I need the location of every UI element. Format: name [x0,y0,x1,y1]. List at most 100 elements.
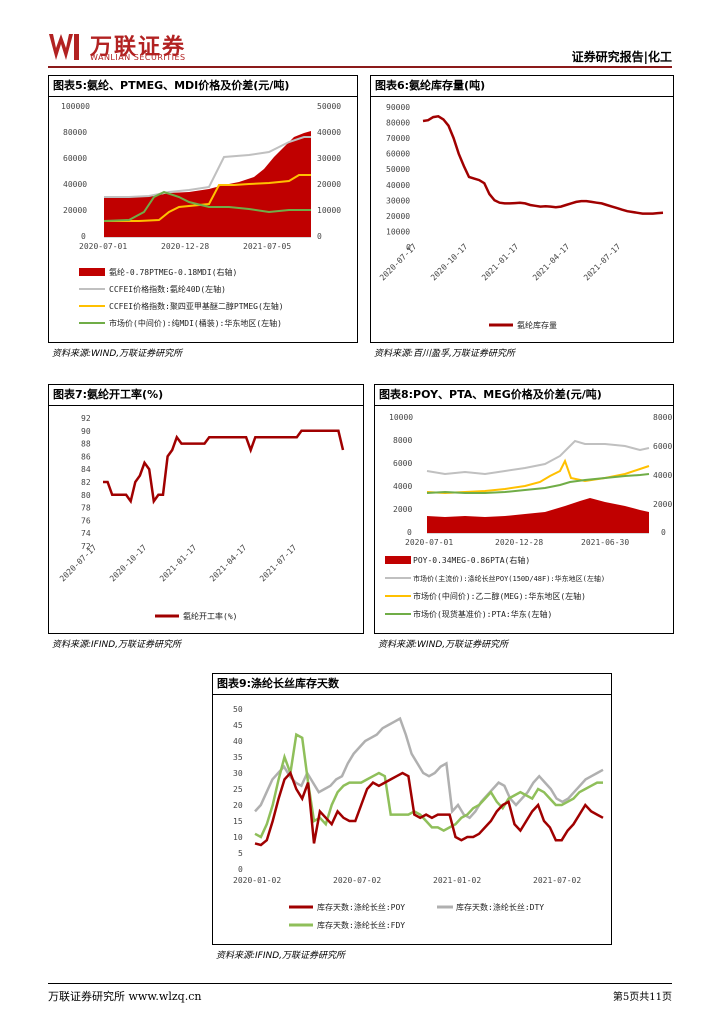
fig7-ytick: 80 [81,491,91,500]
brand-name-cn: 万联证券 [90,35,187,60]
fig6-inventory-line [422,114,664,215]
fig6-ytick: 80000 [386,119,410,128]
fig5-ytick: 40000 [63,180,87,189]
fig6-legend-label: 氨纶库存量 [517,320,557,330]
fig9-ytick: 40 [233,737,243,746]
footer-publisher: 万联证券研究所 www.wlzq.cn [48,990,202,1003]
fig8-ytick: 2000 [393,505,412,514]
figure-6-title: 图表6:氨纶库存量(吨) [371,76,673,97]
figure-6-panel: 图表6:氨纶库存量(吨) 90000 80000 70000 60000 50000 40… [370,75,674,343]
fig5-y2tick: 0 [317,232,322,241]
fig6-ytick: 90000 [386,103,410,112]
fig8-ytick: 4000 [393,482,412,491]
figure-5-panel: 图表5:氨纶、PTMEG、MDI价格及价差(元/吨) 100000 80000 … [48,75,358,343]
header-divider [48,66,672,68]
fig9-ytick: 20 [233,801,243,810]
fig5-xtick: 2021-07-05 [243,242,291,251]
brand-name-en: WANLIAN SECURITIES [90,53,186,62]
fig6-xtick: 2021-04-17 [531,242,572,283]
fig9-xtick: 2021-01-02 [433,876,481,885]
fig5-ytick: 60000 [63,154,87,163]
fig7-ytick: 88 [81,440,91,449]
fig7-ytick: 72 [81,542,91,551]
figure-8-title: 图表8:POY、PTA、MEG价格及价差(元/吨) [375,385,673,406]
fig7-ytick: 78 [81,504,91,513]
fig7-xtick: 2021-07-17 [258,543,299,584]
figure-5-chart: 100000 80000 60000 40000 20000 0 50000 4… [61,102,341,328]
fig9-legend: 库存天数:涤纶长丝:POY 库存天数:涤纶长丝:DTY 库存天数:涤纶长丝:FD… [289,902,544,930]
fig8-ytick: 0 [407,528,412,537]
fig5-legend-label: 氨纶-0.78PTMEG-0.18MDI(右轴) [109,267,237,277]
fig6-xtick: 2021-01-17 [480,242,521,283]
fig8-ytick: 6000 [393,459,412,468]
footer-divider [48,983,672,984]
fig8-ytick: 8000 [393,436,412,445]
fig7-utilization-line [103,429,345,505]
figure-9-source: 资料来源:IFIND,万联证券研究所 [216,951,346,961]
fig9-ytick: 0 [238,865,243,874]
fig9-xtick: 2020-01-02 [233,876,281,885]
fig5-ptmeg-line [104,174,311,222]
fig7-ytick: 74 [81,529,91,538]
figure-7-chart: 92 90 88 86 84 82 80 78 76 74 72 2020-07-17 2020-10… [58,414,345,621]
fig9-fdy-line [254,732,603,839]
fig5-xtick: 2020-12-28 [161,242,209,251]
fig8-xtick: 2020-07-01 [405,538,453,547]
fig6-xtick: 2020-07-17 [378,242,419,283]
fig7-ytick: 82 [81,478,91,487]
figure-7-panel: 图表7:氨纶开工率(%) 92 90 88 86 84 82 80 78 76 74 72 2020… [48,384,364,634]
page-number: 第5页共11页 [612,992,672,1003]
fig9-poy-line [254,770,604,847]
fig5-y2tick: 50000 [317,102,341,111]
fig5-legend-label: CCFEI价格指数:氨纶40D(左轴) [109,284,226,294]
wanlian-logo-icon [49,34,79,60]
figure-9-panel: 图表9:涤纶长丝库存天数 50 45 40 35 30 25 20 15 10 5 0 2020-0… [212,673,612,945]
fig5-y2tick: 20000 [317,180,341,189]
figure-7-title: 图表7:氨纶开工率(%) [49,385,363,406]
fig8-ytick: 10000 [389,413,413,422]
fig6-xtick: 2021-07-17 [582,242,623,283]
fig8-y2tick: 4000 [653,471,672,480]
fig8-xtick: 2020-12-28 [495,538,543,547]
fig9-ytick: 45 [233,721,243,730]
fig9-ytick: 50 [233,705,243,714]
fig9-xtick: 2021-07-02 [533,876,581,885]
fig5-left-axis-ticks: 100000 80000 60000 40000 20000 0 [61,102,90,241]
fig9-legend-label: 库存天数:涤纶长丝:DTY [456,902,544,912]
fig8-legend-label: 市场价(主流价):涤纶长丝POY(150D/48F):华东地区(左轴) [413,574,605,583]
fig5-legend-label: 市场价(中间价):纯MDI(桶装):华东地区(左轴) [109,318,282,328]
fig6-ytick: 20000 [386,212,410,221]
fig7-legend-label: 氨纶开工率(%) [183,611,237,621]
report-type: 证券研究报告|化工 [571,50,672,64]
fig7-ytick: 92 [81,414,91,423]
fig5-mdi-line [103,190,311,222]
figure-5-source: 资料来源:WIND,万联证券研究所 [52,349,183,359]
figure-6-source: 资料来源:百川盈孚,万联证券研究所 [374,349,515,359]
fig9-ytick: 30 [233,769,243,778]
fig5-spandex-line [104,136,311,198]
fig9-legend-label: 库存天数:涤纶长丝:FDY [317,920,405,930]
fig5-right-axis-ticks: 50000 40000 30000 20000 10000 0 [317,102,341,241]
fig8-y2tick: 8000 [653,413,672,422]
fig9-ytick: 5 [238,849,243,858]
fig5-x-ticks: 2020-07-01 2020-12-28 2021-07-05 [79,242,291,251]
fig6-xtick: 2020-10-17 [429,242,470,283]
fig9-ytick: 10 [233,833,243,842]
fig5-y2tick: 30000 [317,154,341,163]
fig8-spread-area [427,498,649,533]
fig6-ytick: 0 [406,243,411,252]
figure-8-panel: 图表8:POY、PTA、MEG价格及价差(元/吨) 10000 8000 600… [374,384,674,634]
fig5-ytick: 20000 [63,206,87,215]
fig7-ytick: 86 [81,452,91,461]
fig8-left-axis-ticks: 10000 8000 6000 4000 2000 0 [389,413,413,537]
fig7-legend: 氨纶开工率(%) [155,611,237,621]
fig7-ytick: 84 [81,465,91,474]
fig7-xtick: 2021-01-17 [158,543,199,584]
figure-8-source: 资料来源:WIND,万联证券研究所 [378,640,509,650]
fig8-legend-swatch [385,556,411,564]
fig8-poy-line [426,439,650,476]
fig6-ytick: 70000 [386,134,410,143]
fig8-x-ticks: 2020-07-01 2020-12-28 2021-06-30 [405,538,629,547]
fig8-legend-label: POY-0.34MEG-0.86PTA(右轴) [413,555,530,565]
fig7-ytick: 76 [81,516,91,525]
